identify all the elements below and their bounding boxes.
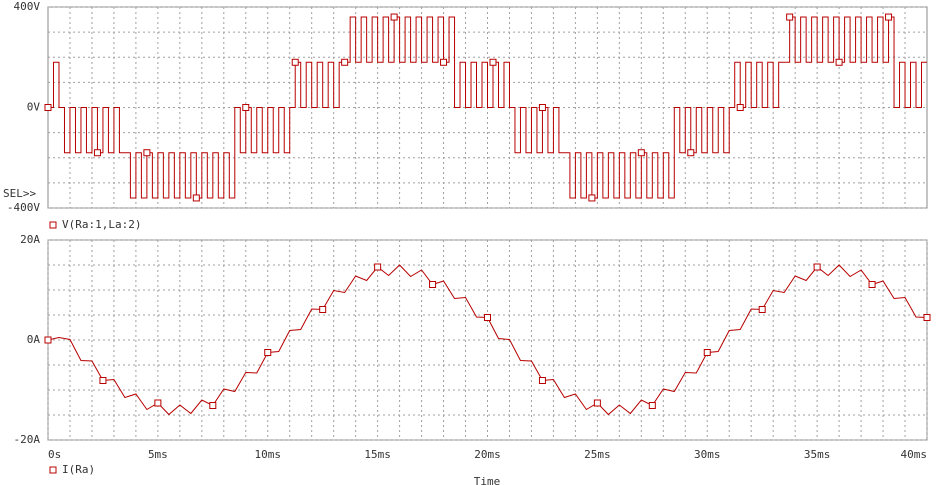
trace-marker [593, 399, 601, 407]
x-tick-label: 5ms [148, 448, 168, 461]
trace-marker [588, 194, 596, 202]
y-tick-label: 0V [27, 101, 41, 114]
x-tick-label: 0s [48, 448, 61, 461]
trace-marker [154, 399, 162, 407]
y-tick-label: 400V [14, 0, 41, 13]
trace-marker [291, 58, 299, 66]
x-tick-label: 25ms [584, 448, 611, 461]
trace-marker [538, 104, 546, 111]
trace-marker [637, 149, 645, 157]
legend-label: I(Ra) [62, 463, 95, 476]
x-tick-label: 40ms [901, 448, 928, 461]
trace-marker [99, 377, 107, 384]
x-tick-label: 35ms [804, 448, 831, 461]
x-axis-label: Time [474, 475, 501, 485]
trace-marker [143, 149, 151, 157]
trace-marker [736, 104, 744, 111]
trace-marker [538, 377, 546, 384]
trace-marker [758, 306, 766, 313]
trace-marker [813, 263, 821, 271]
trace-marker [923, 314, 931, 321]
trace-marker [835, 58, 843, 66]
trace-marker [687, 149, 695, 157]
x-tick-label: 15ms [364, 448, 391, 461]
trace-marker [264, 349, 272, 356]
x-tick-label: 30ms [694, 448, 721, 461]
trace-marker [868, 281, 876, 288]
y-tick-label: 20A [20, 233, 40, 246]
trace-marker [390, 13, 398, 21]
trace-marker [489, 58, 497, 66]
trace-marker [484, 314, 491, 321]
legend-swatch [49, 221, 57, 229]
trace-marker [44, 336, 52, 344]
x-tick-label: 10ms [255, 448, 282, 461]
trace-marker [440, 58, 448, 66]
trace-marker [209, 402, 217, 409]
trace-marker [703, 349, 711, 356]
y-tick-label: -20A [14, 433, 41, 446]
trace-marker [786, 13, 794, 21]
trace-marker [319, 306, 327, 313]
trace-marker [885, 13, 893, 21]
trace-marker [374, 263, 382, 271]
x-tick-label: 20ms [474, 448, 501, 461]
trace-marker [192, 194, 200, 202]
legend-label: V(Ra:1,La:2) [62, 218, 141, 231]
y-tick-label: 0A [27, 333, 41, 346]
trace-marker [429, 281, 437, 288]
y-tick-label: -400V [7, 201, 40, 214]
trace-marker [341, 58, 349, 66]
trace [48, 16, 927, 199]
selection-marker: SEL>> [3, 187, 36, 200]
trace-marker [93, 149, 101, 157]
trace-marker [242, 104, 250, 111]
trace-marker [648, 402, 656, 409]
legend-swatch [49, 466, 57, 474]
trace-marker [44, 104, 52, 111]
